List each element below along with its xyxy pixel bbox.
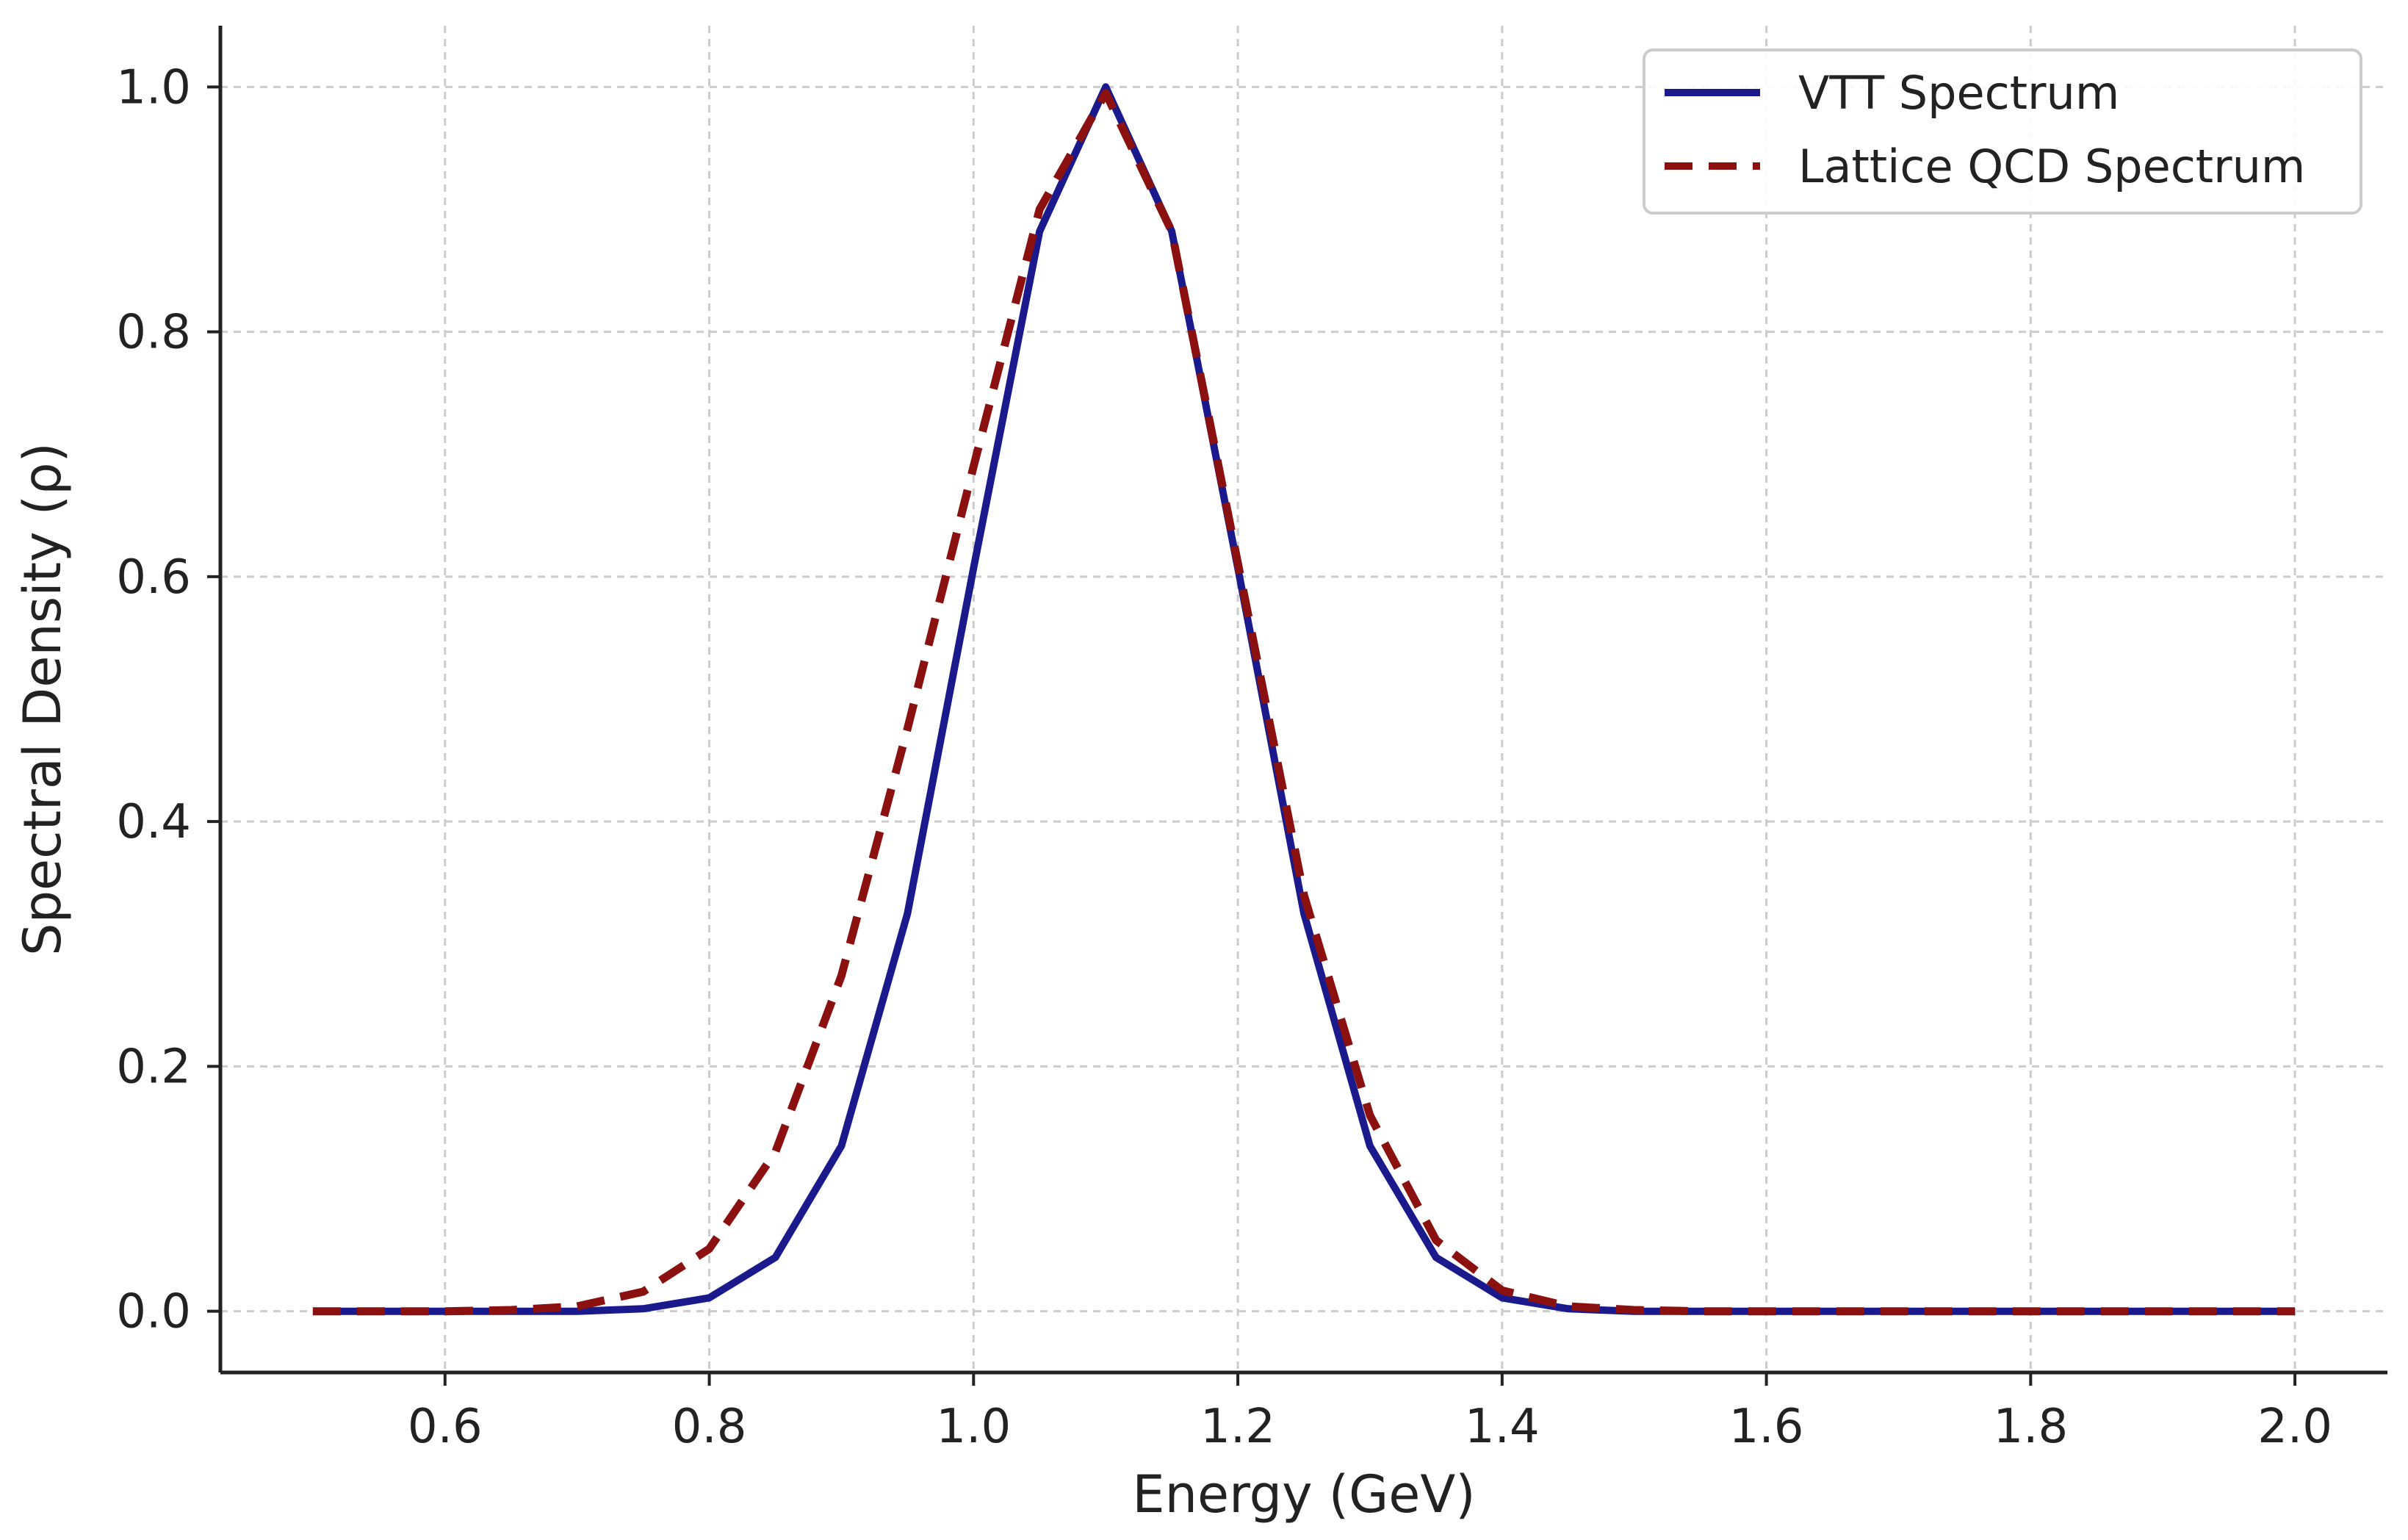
series-line-0 — [312, 83, 2296, 1315]
x-tick-label-5: 1.6 — [1729, 1400, 1804, 1454]
y-tick-label-0: 0.0 — [116, 1285, 191, 1339]
legend-label-vtt: VTT Spectrum — [1798, 66, 2119, 120]
legend-label-lattice-qcd: Lattice QCD Spectrum — [1798, 140, 2305, 193]
x-tick-label-2: 1.0 — [936, 1400, 1011, 1454]
x-tick-label-1: 0.8 — [672, 1400, 747, 1454]
ticks: 0.6 0.8 1.0 1.2 1.4 1.6 1.8 2.0 0.0 0.2 0.4 0.6 0.8 1… — [116, 60, 2332, 1454]
x-tick-label-3: 1.2 — [1200, 1400, 1275, 1454]
x-tick-label-7: 2.0 — [2257, 1400, 2332, 1454]
x-tick-label-0: 0.6 — [408, 1400, 483, 1454]
series-layer — [312, 83, 2296, 1316]
y-tick-label-5: 1.0 — [116, 60, 191, 115]
x-axis-label: Energy (GeV) — [1132, 1464, 1475, 1525]
y-tick-label-2: 0.4 — [116, 795, 191, 849]
legend-box — [1643, 48, 2362, 215]
y-tick-label-1: 0.2 — [116, 1040, 191, 1094]
axes — [218, 26, 2387, 1375]
y-tick-label-3: 0.6 — [116, 550, 191, 605]
y-tick-label-4: 0.8 — [116, 306, 191, 360]
legend: VTT Spectrum Lattice QCD Spectrum — [1643, 48, 2362, 215]
x-tick-label-4: 1.4 — [1465, 1400, 1540, 1454]
x-tick-label-6: 1.8 — [1993, 1400, 2068, 1454]
grid — [220, 26, 2387, 1372]
y-axis-label: Spectral Density (ρ) — [12, 442, 73, 956]
series-line-1 — [312, 89, 2296, 1316]
